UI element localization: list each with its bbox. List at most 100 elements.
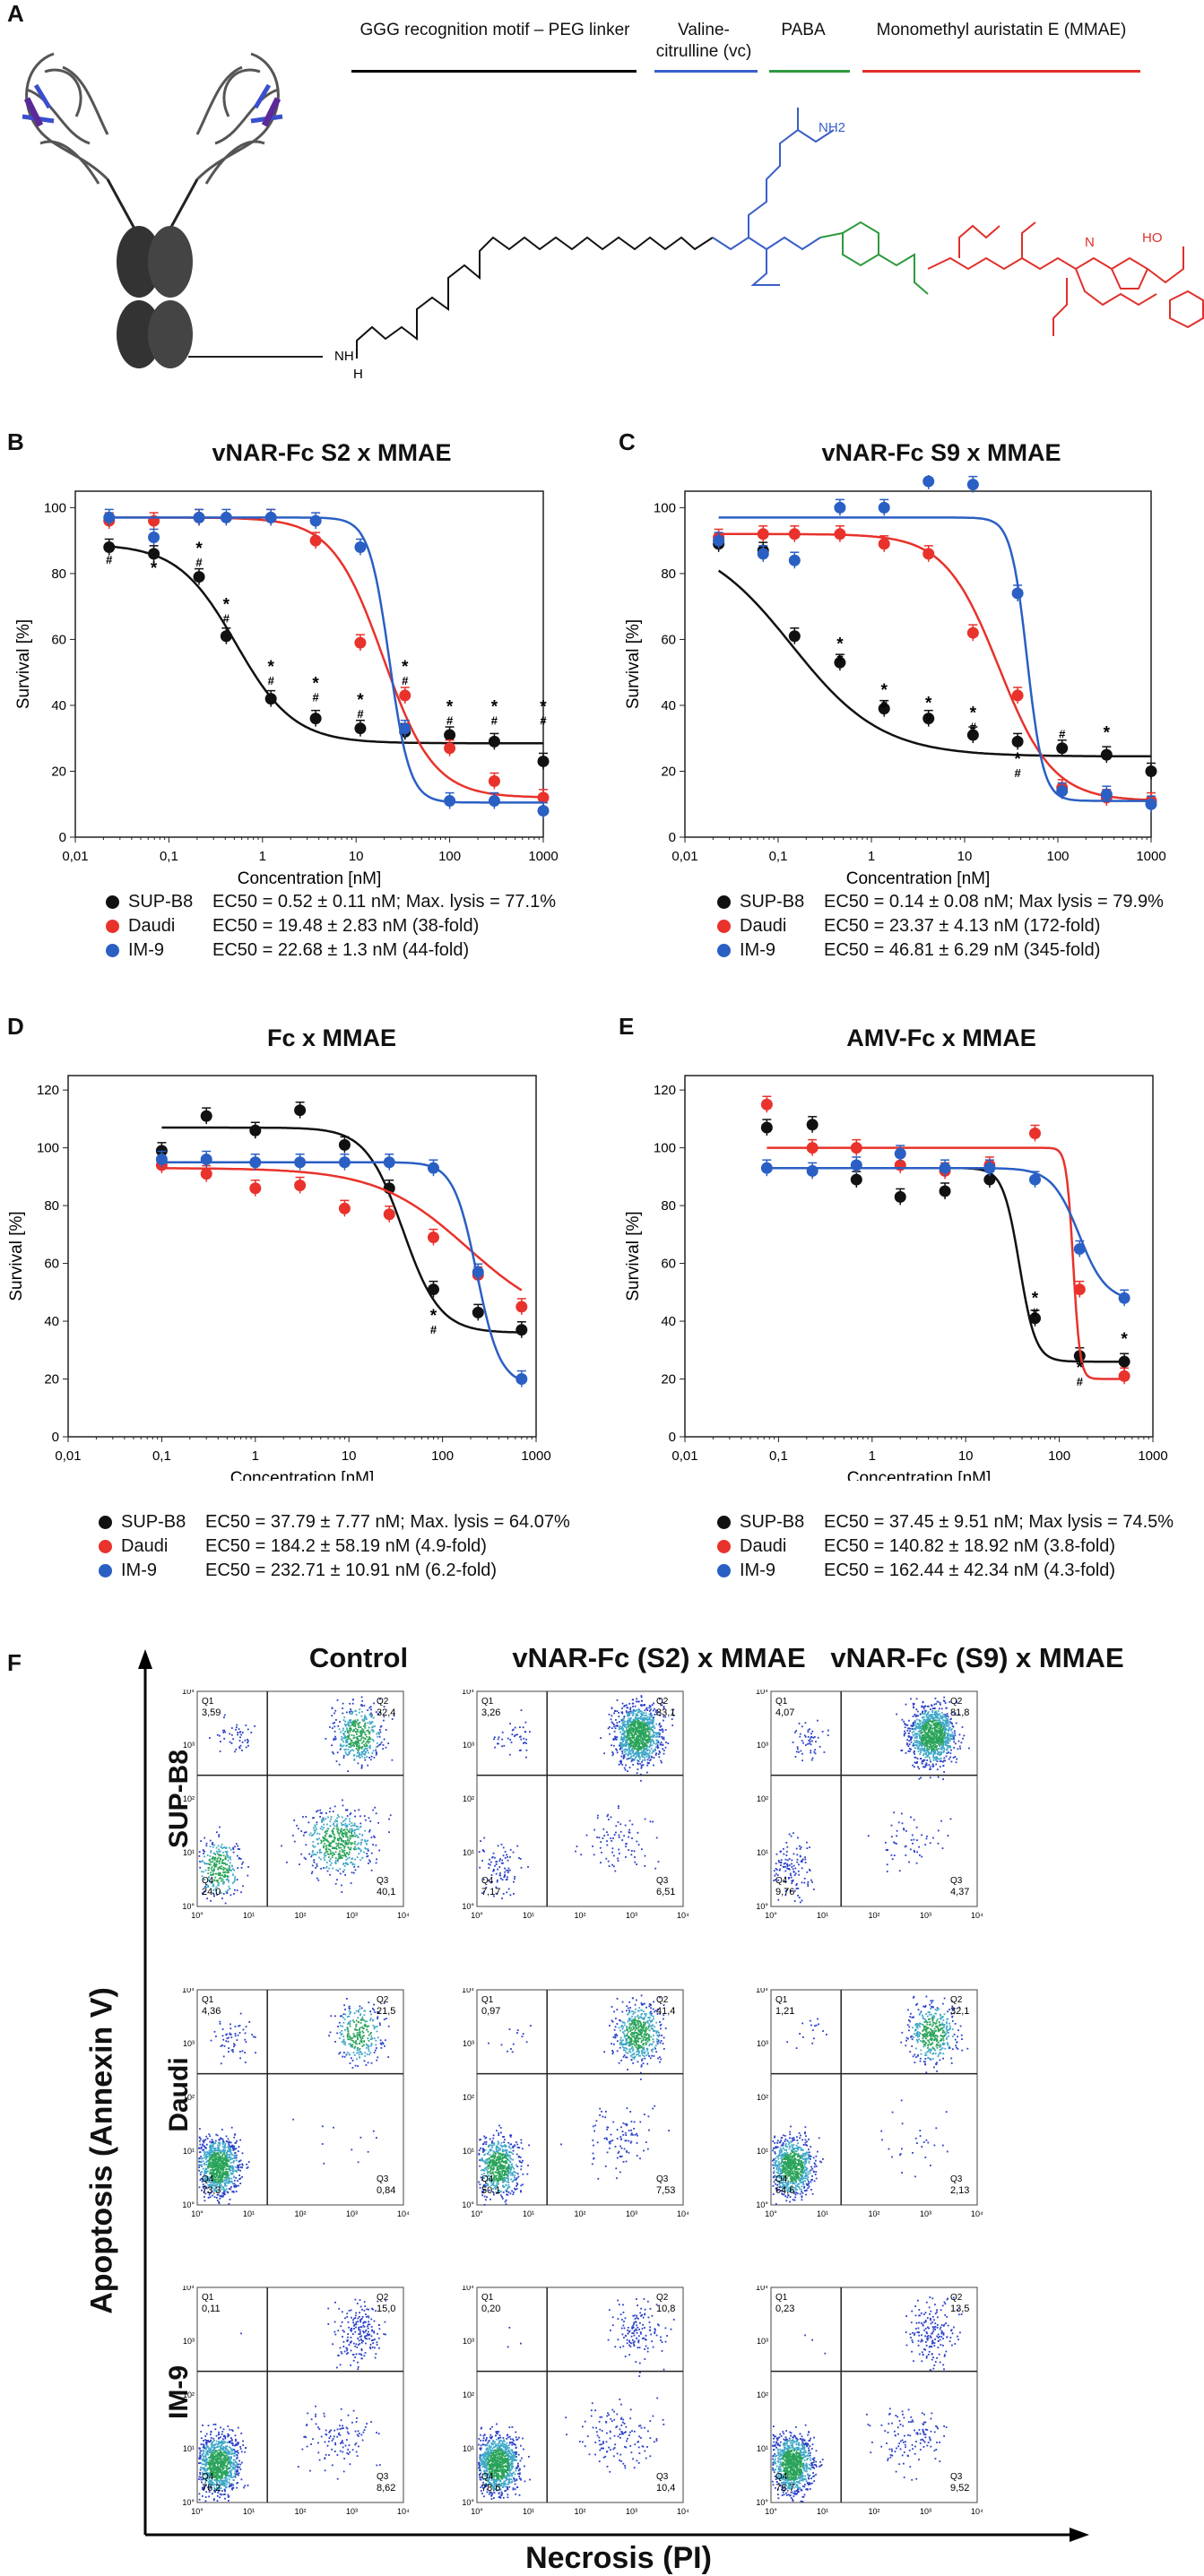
flow-event xyxy=(370,1723,372,1725)
flow-event xyxy=(239,1736,241,1738)
flow-event xyxy=(362,1746,364,1748)
x-tick-label: 10 xyxy=(349,849,364,864)
flow-event xyxy=(339,1728,341,1730)
flow-event xyxy=(919,1753,921,1755)
flow-event xyxy=(351,1847,352,1849)
data-point-sup-b8 xyxy=(221,630,232,642)
flow-event xyxy=(809,1728,810,1730)
flow-event xyxy=(336,1823,338,1825)
flow-event xyxy=(358,1828,359,1830)
flow-event xyxy=(635,1729,637,1731)
flow-event xyxy=(375,2026,377,2027)
flow-event xyxy=(222,2035,224,2036)
flow-event xyxy=(800,1733,801,1735)
flow-event xyxy=(375,2044,377,2046)
flow-event xyxy=(620,1746,622,1748)
flow-event xyxy=(245,1740,247,1742)
flow-event xyxy=(340,2052,342,2053)
flow-event xyxy=(327,1841,329,1843)
flow-event xyxy=(608,1728,610,1730)
flow-event xyxy=(211,2040,212,2042)
data-point-daudi xyxy=(444,742,455,754)
flow-event xyxy=(214,2031,216,2033)
flow-event xyxy=(507,1876,508,1878)
data-point-daudi xyxy=(294,1180,306,1191)
flow-event xyxy=(920,1751,922,1753)
flow-event xyxy=(629,1708,631,1710)
fc-domain-ch2-right xyxy=(148,226,193,298)
segment-line-ggg xyxy=(351,70,637,73)
flow-event xyxy=(905,1704,907,1706)
flow-event xyxy=(913,1722,914,1724)
flow-event xyxy=(232,2051,234,2053)
flow-event xyxy=(313,1828,315,1829)
flow-event xyxy=(362,1719,364,1721)
flow-event xyxy=(925,1766,927,1768)
flow-x-tick: 10³ xyxy=(920,1911,931,1920)
flow-event xyxy=(818,1737,819,1739)
flow-event xyxy=(934,1727,936,1729)
flow-event xyxy=(373,1836,375,1837)
flow-event xyxy=(932,1733,934,1734)
flow-event xyxy=(337,1870,339,1871)
flow-event xyxy=(353,1872,355,1874)
x-tick-label: 10 xyxy=(958,1448,974,1464)
flow-event xyxy=(904,1733,905,1735)
flow-event xyxy=(612,1753,614,1755)
flow-event xyxy=(811,1759,813,1761)
flow-event xyxy=(524,1731,526,1733)
flow-event xyxy=(899,1870,901,1871)
flow-event xyxy=(946,1707,948,1709)
flow-event xyxy=(652,1736,654,1738)
flow-event xyxy=(645,1729,646,1731)
flow-event xyxy=(333,1854,335,1855)
flow-event xyxy=(817,1720,819,1722)
flow-event xyxy=(340,1873,342,1875)
flow-event xyxy=(363,1725,365,1727)
flow-event xyxy=(351,1822,353,1824)
legend-dot-sup xyxy=(717,1516,731,1529)
flow-event xyxy=(945,1744,947,1746)
quadrant-value: 3,26 xyxy=(481,1707,500,1718)
flow-event xyxy=(223,1730,225,1732)
flow-event xyxy=(348,1743,350,1745)
flow-event xyxy=(351,1744,352,1746)
data-point-im-9 xyxy=(265,512,277,523)
flow-event xyxy=(519,1726,521,1728)
flow-event xyxy=(894,1842,896,1844)
chart-b-title: vNAR-Fc S2 x MMAE xyxy=(99,439,565,467)
flow-event xyxy=(366,1843,368,1845)
flow-event xyxy=(377,1733,379,1734)
flow-event xyxy=(613,1713,615,1715)
flow-event xyxy=(959,1748,961,1750)
flow-event xyxy=(786,1868,788,1870)
flow-event xyxy=(955,1756,957,1758)
flow-event xyxy=(312,1871,314,1872)
flow-event xyxy=(643,1712,645,1714)
flow-event xyxy=(611,1727,613,1729)
flow-event xyxy=(506,1870,507,1871)
antibody-illustration xyxy=(0,36,323,385)
flow-event xyxy=(629,1767,631,1768)
flow-event xyxy=(233,2043,235,2044)
flow-event xyxy=(912,1725,914,1727)
flow-event xyxy=(947,1735,948,1737)
flow-event xyxy=(342,1800,343,1802)
flow-event xyxy=(506,1891,507,1893)
flow-event xyxy=(612,1754,614,1756)
flow-event xyxy=(501,1860,503,1862)
flow-event xyxy=(199,1851,201,1853)
legend-label-sup: SUP-B8 xyxy=(121,1510,205,1534)
flow-event xyxy=(916,1742,918,1743)
flow-event xyxy=(662,1728,663,1730)
flow-event xyxy=(613,1855,615,1857)
flow-event xyxy=(479,1851,481,1853)
flow-event xyxy=(333,1847,335,1849)
flow-event xyxy=(927,1750,929,1751)
flow-event xyxy=(327,1854,329,1855)
flow-event xyxy=(340,1745,342,1747)
flow-event xyxy=(887,1849,888,1851)
flow-event xyxy=(652,1726,654,1728)
flow-event xyxy=(232,1848,234,1850)
